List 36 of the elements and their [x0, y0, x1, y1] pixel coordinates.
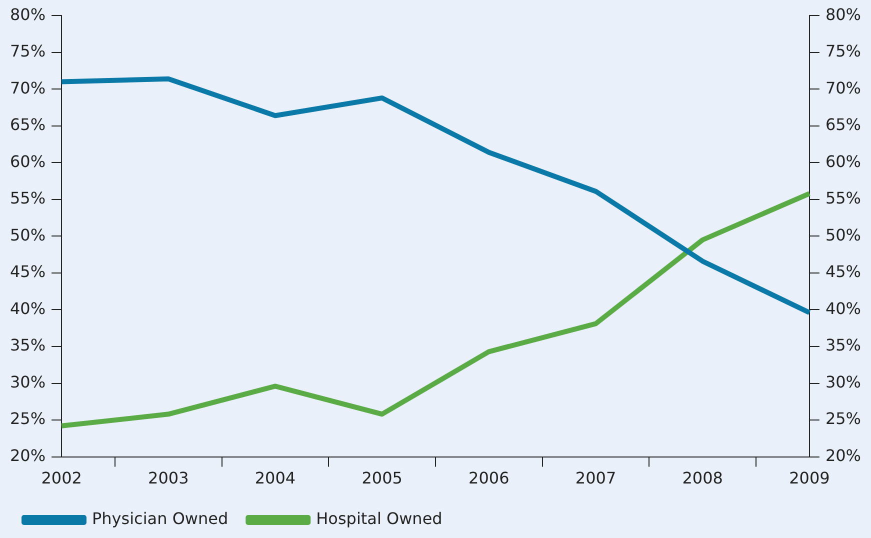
y-tick-label: 35% [10, 336, 46, 355]
y-tick-label: 45% [10, 262, 46, 282]
x-tick-label: 2004 [254, 468, 296, 488]
y-tick-label: 55% [10, 188, 46, 208]
legend-label: Physician Owned [92, 509, 228, 528]
y-tick-label: 50% [10, 225, 46, 244]
y-tick-label: 75% [10, 42, 46, 61]
x-tick-label: 2007 [575, 468, 616, 488]
y-tick-label: 60% [10, 152, 46, 171]
y2-tick-label: 65% [825, 115, 861, 134]
x-tick-label: 2003 [148, 468, 189, 488]
y2-tick-label: 35% [825, 336, 861, 355]
y-tick-label: 20% [10, 446, 46, 465]
x-tick-label: 2008 [682, 468, 723, 488]
y2-tick-label: 40% [825, 298, 861, 318]
y-tick-label: 25% [10, 409, 46, 428]
y2-tick-label: 55% [825, 188, 861, 208]
y2-tick-label: 45% [825, 262, 861, 282]
y-tick-label: 65% [10, 115, 46, 134]
x-tick-label: 2002 [41, 468, 82, 488]
y-tick-label: 80% [10, 4, 46, 24]
y2-tick-label: 70% [825, 78, 861, 98]
x-tick-label: 2009 [789, 468, 830, 488]
legend-label: Hospital Owned [316, 509, 442, 528]
y2-tick-label: 25% [825, 409, 861, 428]
y2-tick-label: 20% [825, 446, 861, 465]
y-tick-label: 40% [10, 298, 46, 318]
y2-tick-label: 60% [825, 152, 861, 171]
x-tick-label: 2005 [362, 468, 402, 488]
y-tick-label: 70% [10, 78, 46, 98]
x-tick-label: 2006 [468, 468, 510, 488]
y2-tick-label: 50% [825, 225, 861, 244]
y2-tick-label: 75% [825, 42, 861, 61]
y2-tick-label: 30% [825, 372, 861, 392]
y2-tick-label: 80% [825, 4, 861, 24]
y-tick-label: 30% [10, 372, 46, 392]
